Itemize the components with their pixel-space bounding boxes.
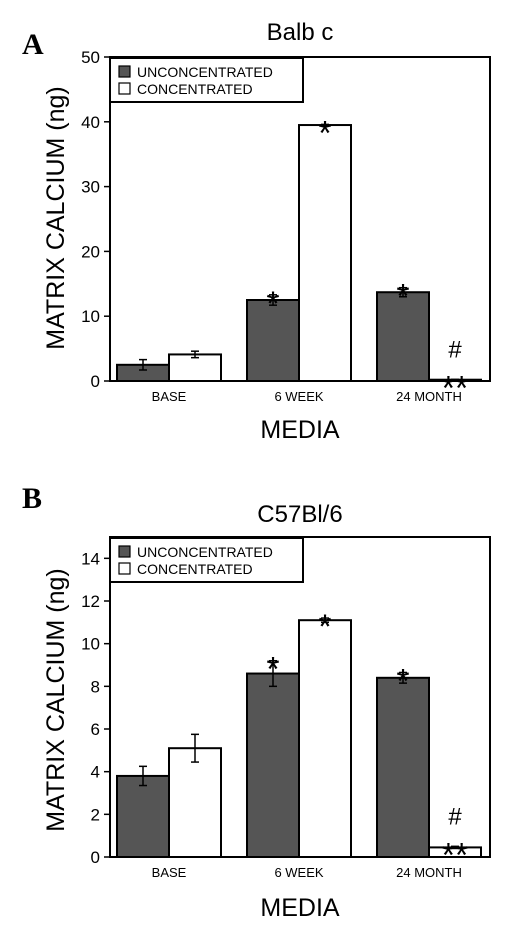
y-tick-label-b: 4 xyxy=(91,763,100,782)
legend-swatch-a xyxy=(118,82,131,95)
legend-box-b xyxy=(109,537,304,583)
x-axis-label-a: MEDIA xyxy=(260,416,340,444)
bar-a xyxy=(168,353,222,383)
legend-label-b: CONCENTRATED xyxy=(137,561,253,577)
panel-letter-b: B xyxy=(22,482,42,515)
x-tick-label-a: 24 MONTH xyxy=(396,389,462,404)
x-tick-label-b: 24 MONTH xyxy=(396,865,462,880)
y-axis-label-b: MATRIX CALCIUM (ng) xyxy=(42,568,70,831)
bar-b xyxy=(116,774,170,859)
x-tick-label-a: BASE xyxy=(152,389,187,404)
x-axis-label-b: MEDIA xyxy=(260,894,340,922)
bar-b xyxy=(168,747,222,859)
significance-marker-a: * xyxy=(266,285,279,323)
legend-swatch-b xyxy=(118,562,131,575)
y-tick-label-a: 50 xyxy=(81,48,100,67)
panel-letter-a: A xyxy=(22,28,44,61)
significance-hash-b: # xyxy=(448,803,462,830)
y-tick-label-a: 20 xyxy=(81,242,100,261)
bar-b xyxy=(298,619,352,859)
x-tick-label-b: BASE xyxy=(152,865,187,880)
significance-marker-a: * xyxy=(396,278,409,316)
y-tick-label-b: 6 xyxy=(91,720,100,739)
legend-box-a xyxy=(109,57,304,103)
legend-label-b: UNCONCENTRATED xyxy=(137,544,273,560)
chart-title-a: Balb c xyxy=(267,19,334,46)
significance-marker-b: * xyxy=(396,662,409,700)
y-tick-label-b: 0 xyxy=(91,848,100,867)
significance-marker-b: ** xyxy=(442,836,468,874)
y-tick-label-a: 0 xyxy=(91,372,100,391)
x-tick-label-b: 6 WEEK xyxy=(274,865,323,880)
y-tick-label-b: 10 xyxy=(81,635,100,654)
legend-label-a: UNCONCENTRATED xyxy=(137,64,273,80)
bar-b xyxy=(376,676,430,858)
significance-marker-b: * xyxy=(318,608,331,646)
y-tick-label-a: 10 xyxy=(81,307,100,326)
significance-marker-a: * xyxy=(318,114,331,152)
significance-hash-a: # xyxy=(448,336,462,363)
y-tick-label-b: 8 xyxy=(91,677,100,696)
y-tick-label-a: 40 xyxy=(81,113,100,132)
significance-marker-b: * xyxy=(266,651,279,689)
y-tick-label-a: 30 xyxy=(81,178,100,197)
legend-swatch-b xyxy=(118,545,131,558)
bar-b xyxy=(246,672,300,858)
chart-title-b: C57Bl/6 xyxy=(257,501,342,528)
bar-a xyxy=(298,124,352,383)
x-tick-label-a: 6 WEEK xyxy=(274,389,323,404)
significance-marker-a: ** xyxy=(442,369,468,407)
y-tick-label-b: 2 xyxy=(91,805,100,824)
y-axis-label-a: MATRIX CALCIUM (ng) xyxy=(42,86,70,349)
legend-label-a: CONCENTRATED xyxy=(137,81,253,97)
y-tick-label-b: 12 xyxy=(81,592,100,611)
y-tick-label-b: 14 xyxy=(81,549,100,568)
legend-swatch-a xyxy=(118,65,131,78)
